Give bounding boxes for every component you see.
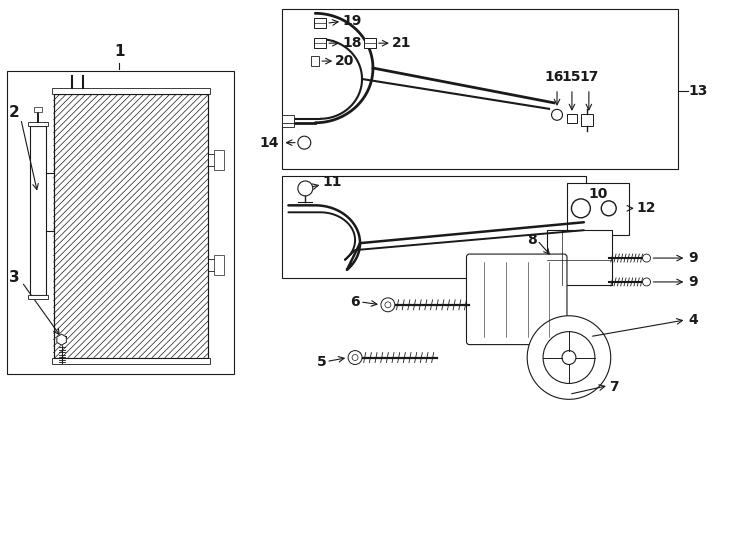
Text: 9: 9 xyxy=(688,251,698,265)
Bar xyxy=(547,230,611,285)
Bar xyxy=(30,126,46,295)
Bar xyxy=(283,119,294,127)
Bar xyxy=(314,38,326,48)
Circle shape xyxy=(352,355,358,361)
Polygon shape xyxy=(57,334,66,345)
Bar xyxy=(28,295,48,299)
Text: 20: 20 xyxy=(335,54,355,68)
Circle shape xyxy=(642,278,650,286)
Text: 5: 5 xyxy=(316,355,326,368)
Text: 19: 19 xyxy=(342,14,362,28)
Text: 9: 9 xyxy=(688,275,698,289)
Bar xyxy=(208,154,222,166)
Bar xyxy=(54,94,208,357)
Text: 8: 8 xyxy=(527,233,537,247)
Bar xyxy=(283,9,678,168)
Bar xyxy=(7,71,233,374)
Bar xyxy=(283,177,586,278)
Text: 11: 11 xyxy=(322,176,342,190)
Circle shape xyxy=(527,316,611,400)
Bar xyxy=(567,184,628,235)
Bar xyxy=(314,18,326,28)
Bar xyxy=(51,357,210,363)
Text: 7: 7 xyxy=(608,380,618,394)
Bar xyxy=(51,88,210,94)
Circle shape xyxy=(348,350,362,365)
Text: 18: 18 xyxy=(342,36,362,50)
FancyBboxPatch shape xyxy=(467,254,567,345)
Bar xyxy=(567,114,577,123)
Bar xyxy=(214,150,224,170)
Text: 15: 15 xyxy=(562,70,581,84)
Bar xyxy=(208,259,222,271)
Bar xyxy=(283,115,294,123)
Circle shape xyxy=(298,181,313,196)
Text: 12: 12 xyxy=(636,201,656,215)
Circle shape xyxy=(381,298,395,312)
Bar xyxy=(214,255,224,275)
Circle shape xyxy=(562,350,576,365)
Text: 13: 13 xyxy=(688,84,708,98)
Text: 6: 6 xyxy=(350,295,360,309)
Circle shape xyxy=(642,254,650,262)
Text: 1: 1 xyxy=(114,44,125,59)
Bar xyxy=(54,94,208,357)
Text: 17: 17 xyxy=(579,70,598,84)
Bar xyxy=(34,107,42,112)
Text: 3: 3 xyxy=(9,271,19,286)
Bar xyxy=(28,122,48,126)
Bar xyxy=(311,56,319,66)
Text: 21: 21 xyxy=(392,36,411,50)
Circle shape xyxy=(601,201,617,216)
Circle shape xyxy=(572,199,590,218)
Circle shape xyxy=(543,332,595,383)
Bar xyxy=(364,38,376,48)
Text: 4: 4 xyxy=(688,313,698,327)
Text: 14: 14 xyxy=(259,136,278,150)
Text: 16: 16 xyxy=(545,70,564,84)
Circle shape xyxy=(298,136,310,149)
Text: 10: 10 xyxy=(589,187,608,201)
Bar xyxy=(581,114,593,126)
Circle shape xyxy=(551,109,562,120)
Text: 2: 2 xyxy=(9,105,19,120)
Circle shape xyxy=(385,302,391,308)
